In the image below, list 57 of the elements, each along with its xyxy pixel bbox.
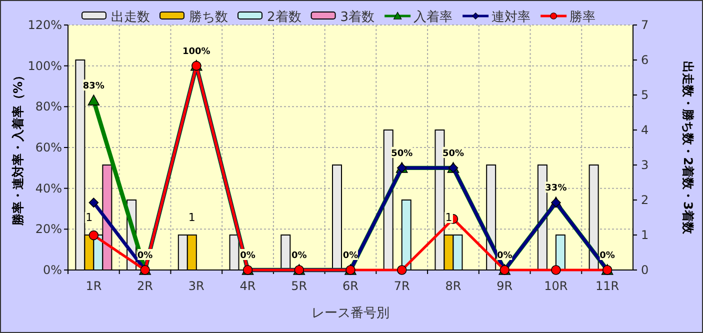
legend-label: 2着数 — [267, 9, 302, 25]
data-label: 50% — [442, 148, 464, 159]
y2-tick-label: 6 — [641, 53, 649, 67]
legend-label: 出走数 — [111, 10, 150, 25]
x-tick-label: 7R — [394, 279, 410, 293]
data-label: 1 — [445, 211, 452, 224]
y2-tick-label: 5 — [641, 88, 649, 102]
x-tick-label: 1R — [86, 279, 102, 293]
y-tick-label: 20% — [35, 222, 62, 236]
y2-tick-label: 1 — [641, 228, 649, 242]
x-tick-label: 6R — [342, 279, 358, 293]
x-tick-label: 11R — [596, 279, 620, 293]
y2-tick-label: 3 — [641, 158, 649, 172]
legend-label: 勝率 — [570, 9, 596, 25]
x-axis-title: レース番号別 — [312, 306, 390, 321]
point — [88, 230, 99, 240]
legend-label: 連対率 — [492, 9, 531, 25]
y-tick-label: 80% — [35, 100, 62, 114]
y-tick-label: 60% — [35, 140, 62, 154]
x-tick-label: 2R — [137, 279, 154, 293]
x-tick-label: 9R — [496, 279, 513, 293]
y-tick-label: 100% — [28, 58, 62, 73]
legend-label: 入着率 — [414, 9, 453, 25]
y2-tick-label: 4 — [641, 123, 649, 137]
data-label: 0% — [291, 251, 307, 261]
y2-tick-label: 0 — [641, 263, 649, 277]
x-tick-label: 5R — [291, 279, 308, 293]
point — [551, 265, 561, 275]
y2-axis-title: 出走数・勝ち数・2着数・3着数 — [681, 61, 695, 235]
point — [88, 94, 100, 106]
legend-label: 勝ち数 — [189, 10, 228, 25]
bar — [588, 164, 599, 270]
y2-tick-label: 2 — [641, 193, 649, 207]
legend-label: 3着数 — [340, 9, 375, 25]
y-tick-label: 120% — [28, 18, 62, 32]
y-axis-title: 勝率・連対率・入着率（%） — [11, 69, 25, 227]
bar — [383, 130, 394, 270]
data-label: 100% — [182, 46, 210, 57]
x-tick-label: 10R — [544, 279, 568, 293]
data-label: 0% — [137, 251, 153, 261]
point — [88, 198, 99, 208]
y-tick-label: 40% — [35, 181, 62, 196]
data-label: 1 — [188, 211, 196, 224]
data-label: 0% — [600, 251, 615, 261]
y2-tick-label: 7 — [641, 18, 649, 32]
x-tick-label: 8R — [445, 279, 462, 293]
y-tick-label: 0% — [42, 263, 62, 277]
data-label: 50% — [391, 148, 413, 159]
x-tick-label: 3R — [188, 279, 204, 293]
data-label: 83% — [82, 82, 104, 92]
data-label: 33% — [545, 184, 567, 194]
data-label: 0% — [496, 251, 512, 261]
point — [396, 265, 407, 275]
data-label: 0% — [342, 251, 358, 261]
data-label: 1 — [86, 211, 93, 224]
x-tick-label: 4R — [240, 279, 256, 293]
data-label: 0% — [240, 251, 256, 261]
